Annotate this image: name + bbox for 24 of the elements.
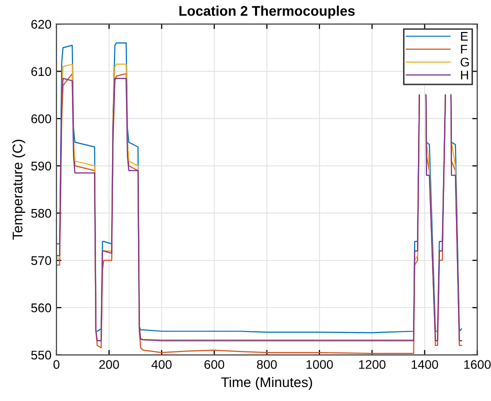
y-tick-label: 560 — [31, 303, 52, 312]
x-tick-label: 0 — [53, 360, 60, 369]
y-tick-label: 610 — [31, 67, 52, 76]
x-tick-label: 1400 — [412, 360, 438, 369]
y-tick-label: 550 — [31, 350, 52, 360]
x-tick-label: 600 — [204, 360, 224, 369]
legend-label: E — [461, 32, 468, 41]
y-tick-label: 600 — [31, 114, 52, 124]
chart-title: Location 2 Thermocouples — [179, 6, 355, 19]
x-tick-label: 1000 — [306, 360, 333, 369]
x-tick-label: 1600 — [464, 360, 491, 369]
x-tick-label: 800 — [256, 360, 277, 369]
legend-label: G — [460, 58, 469, 67]
x-tick-label: 1200 — [359, 360, 386, 369]
legend-label: F — [461, 44, 468, 54]
x-tick-label: 200 — [99, 360, 120, 369]
y-tick-label: 620 — [31, 20, 52, 29]
y-tick-label: 580 — [31, 208, 52, 218]
x-axis-title: Time (Minutes) — [221, 376, 312, 390]
y-tick-label: 570 — [31, 256, 52, 266]
legend-label: H — [461, 70, 468, 80]
x-tick-label: 400 — [152, 360, 172, 369]
y-axis-title: Temperature (C) — [12, 140, 26, 240]
y-tick-label: 590 — [31, 162, 52, 170]
